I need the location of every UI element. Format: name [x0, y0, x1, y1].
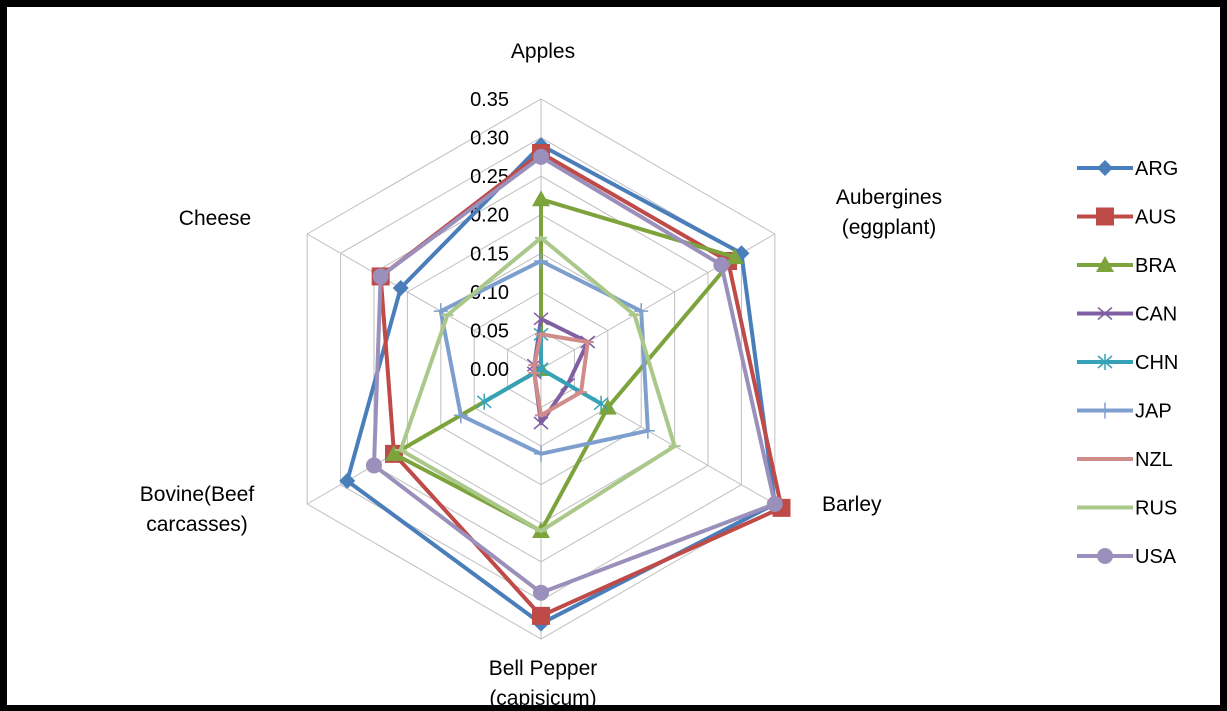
usa-marker [372, 268, 389, 285]
category-label: Bell Pepper [489, 657, 598, 680]
legend-chn-marker [1097, 354, 1113, 370]
usa-marker [533, 584, 549, 601]
series-bra [385, 190, 744, 538]
tick-label: 0.00 [470, 359, 509, 381]
legend-item-bra: BRA [1077, 255, 1177, 277]
category-label: Apples [511, 40, 575, 63]
category-label: Barley [822, 493, 882, 516]
legend-label: JAP [1135, 401, 1172, 423]
legend-usa-marker [1097, 548, 1113, 564]
data-series [339, 137, 791, 632]
arg-marker [392, 280, 409, 296]
jap-marker [534, 253, 548, 269]
legend-item-can: CAN [1077, 304, 1177, 326]
series-line [392, 197, 737, 533]
legend-aus-marker [1096, 207, 1114, 226]
legend-can-marker [1097, 306, 1113, 321]
jap-marker [634, 303, 649, 320]
legend-item-chn: CHN [1077, 352, 1178, 374]
aus-marker [532, 606, 550, 625]
tick-label: 0.05 [470, 320, 509, 342]
series-jap [433, 253, 655, 462]
legend-label: RUS [1135, 498, 1177, 520]
radial-axis-ticks: 0.000.050.100.150.200.250.300.35 [470, 89, 509, 381]
can-marker [533, 416, 549, 430]
category-label: (eggplant) [842, 216, 937, 239]
series-rus [394, 235, 681, 533]
legend-label: NZL [1135, 449, 1173, 471]
category-labels: Apples Aubergines (eggplant) Barley Bell Pep… [140, 40, 942, 710]
category-label: Cheese [179, 207, 251, 230]
tick-label: 0.35 [470, 89, 509, 111]
jap-marker [640, 422, 655, 439]
legend-item-jap: JAP [1077, 401, 1172, 423]
can-marker [533, 312, 549, 326]
legend-item-nzl: NZL [1077, 449, 1173, 471]
legend-label: BRA [1135, 255, 1177, 277]
legend-label: USA [1135, 546, 1177, 568]
usa-marker [713, 256, 730, 273]
usa-marker [365, 457, 382, 474]
jap-marker [453, 407, 468, 424]
bra-marker [385, 444, 404, 461]
chn-marker [593, 395, 609, 412]
category-label: carcasses) [146, 513, 248, 536]
series-line [345, 143, 777, 626]
category-label: Bovine(Beef [140, 483, 255, 506]
series-nzl [528, 332, 594, 418]
bra-marker [532, 190, 550, 207]
legend-label: AUS [1135, 207, 1176, 229]
category-label: (capisicum) [489, 687, 596, 710]
series-usa [365, 148, 783, 601]
usa-marker [766, 496, 783, 512]
legend-bra-marker [1096, 256, 1114, 272]
legend-item-usa: USA [1077, 546, 1177, 568]
tick-label: 0.15 [470, 243, 509, 265]
legend-item-arg: ARG [1077, 158, 1178, 180]
radar-chart: 0.000.050.100.150.200.250.300.35 ApplesA… [140, 40, 1179, 710]
category-label: Aubergines [836, 186, 942, 209]
legend: ARG AUS BRA CAN CHN JAP NZL RUS USA [1077, 158, 1178, 568]
bra-marker [598, 398, 617, 415]
tick-label: 0.30 [470, 128, 509, 150]
legend-item-aus: AUS [1077, 207, 1176, 229]
jap-marker [433, 303, 448, 320]
grid-spoke [306, 233, 542, 370]
legend-item-rus: RUS [1077, 498, 1177, 520]
usa-marker [533, 148, 549, 165]
chn-marker [476, 393, 492, 410]
jap-marker [534, 445, 548, 462]
series-arg [339, 137, 783, 632]
arg-marker [339, 472, 356, 489]
chart-frame: 0.00 0.05 0.10 0.15 0.20 0.25 0.30 0.35 Apples A… [4, 4, 1223, 710]
legend-label: CHN [1135, 352, 1178, 374]
legend-arg-marker [1097, 160, 1113, 176]
bra-marker [725, 248, 744, 265]
legend-label: ARG [1135, 158, 1178, 180]
legend-label: CAN [1135, 304, 1177, 326]
legend-jap-marker [1098, 402, 1112, 419]
tick-label: 0.20 [470, 205, 509, 227]
